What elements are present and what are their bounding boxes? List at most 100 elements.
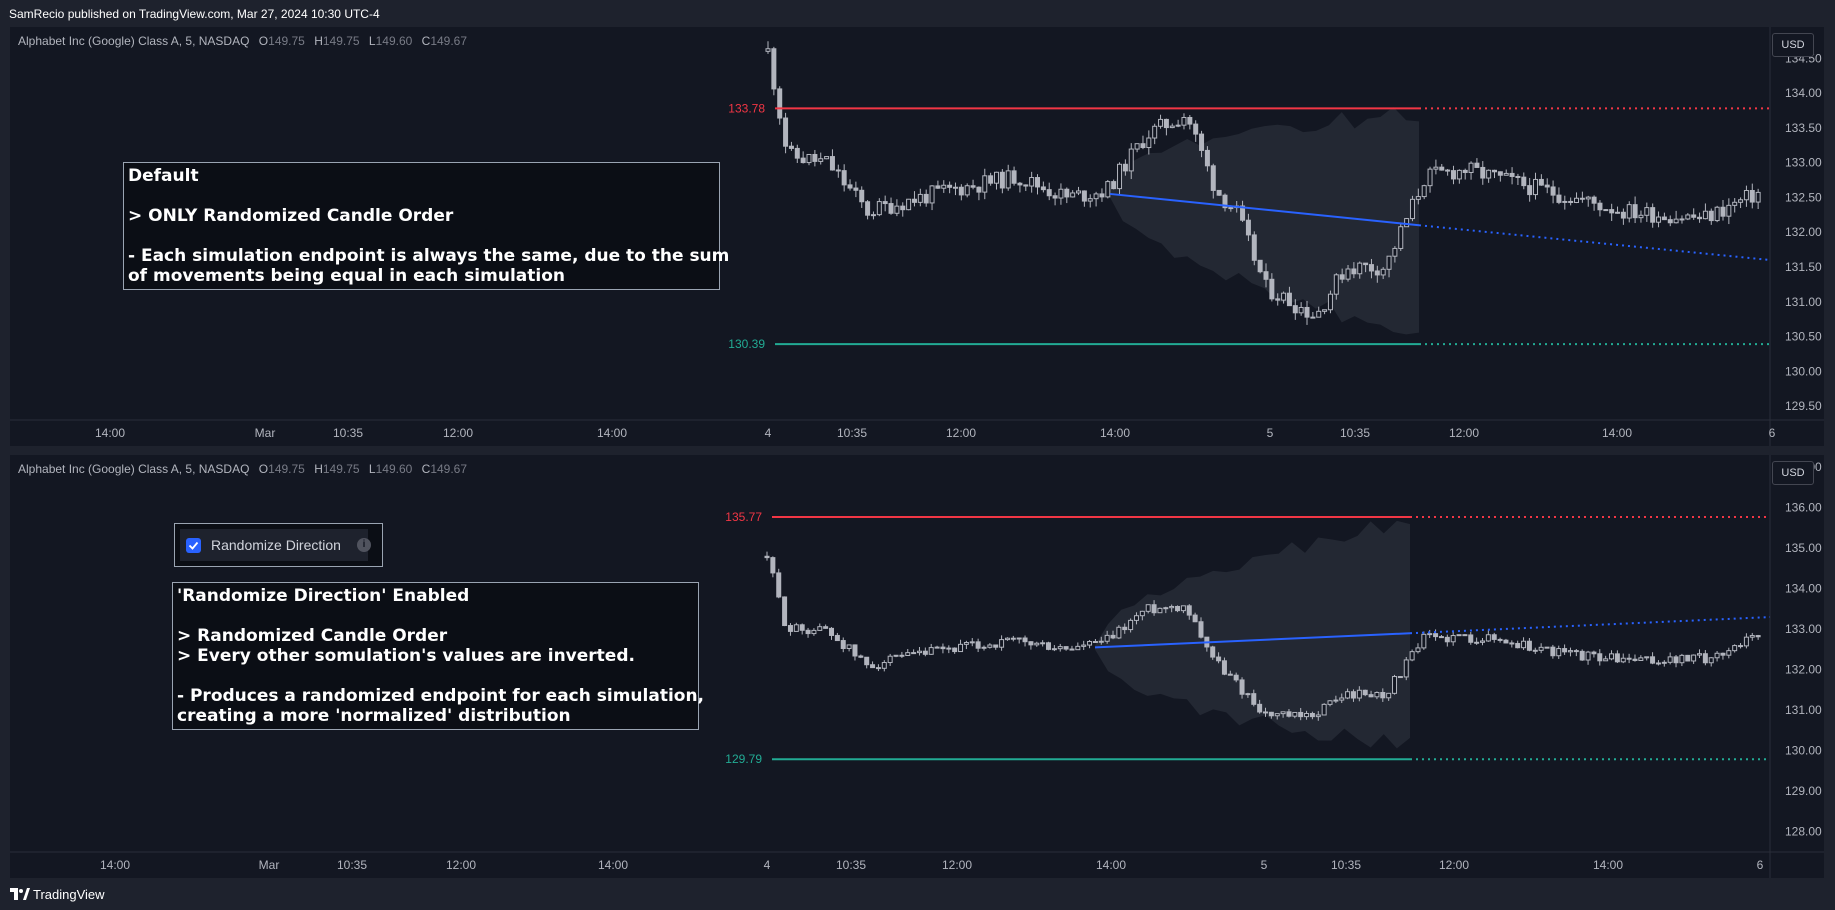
candle-body [1158, 118, 1164, 127]
candle-body [1380, 692, 1386, 699]
open-label: O [258, 462, 269, 476]
time-tick-label: 6 [1757, 858, 1764, 872]
candle-body [1556, 194, 1562, 203]
candle-body [1004, 637, 1010, 641]
candle-body [976, 186, 982, 193]
candle-body [1263, 711, 1268, 714]
candle-body [1544, 184, 1550, 188]
candle-body [1286, 292, 1292, 307]
high-label: H [314, 34, 323, 48]
time-tick-label: 12:00 [942, 858, 972, 872]
candle-body [1656, 216, 1662, 223]
candle-body [1497, 638, 1503, 641]
candle-body [1263, 271, 1269, 280]
candle-body [1462, 634, 1468, 637]
candle-body [1204, 149, 1210, 167]
time-tick-label: 10:35 [1340, 426, 1370, 440]
candle-body [1527, 185, 1533, 196]
candle-body [1673, 656, 1679, 664]
candle-body [1345, 268, 1351, 280]
candle-body [905, 652, 911, 656]
candle-body [1227, 673, 1233, 676]
candle-body [1251, 234, 1257, 261]
candle-body [1257, 703, 1263, 713]
mean-projection-line [1109, 192, 1420, 227]
candle-body [1310, 316, 1316, 319]
candle-body [1005, 170, 1011, 189]
candle-body [1515, 175, 1521, 178]
candle-body [1638, 214, 1644, 219]
candle-body [1415, 196, 1421, 200]
checkbox-label[interactable]: Randomize Direction [211, 537, 341, 553]
candle-body [1615, 211, 1621, 214]
candle-body [963, 642, 969, 645]
candle-body [1134, 143, 1140, 150]
time-tick-label: 12:00 [1449, 426, 1479, 440]
candle-body [941, 184, 947, 189]
candle-body [1755, 191, 1761, 203]
candle-body [1092, 641, 1098, 644]
candle-body [894, 205, 900, 214]
candle-body [1076, 190, 1082, 194]
candle-body [1117, 163, 1123, 190]
close-value: 149.67 [430, 462, 468, 476]
candle-body [1438, 636, 1444, 639]
currency-button[interactable]: USD [1772, 33, 1814, 57]
candle-body [1597, 653, 1603, 662]
candle-body [1221, 660, 1227, 675]
candle-body [1251, 693, 1257, 705]
candle-body [906, 198, 912, 211]
candle-body [1268, 711, 1274, 717]
chart-pane-randomized[interactable]: 137.00136.00135.00134.00133.00132.00131.… [10, 455, 1824, 878]
candle-body [1714, 652, 1720, 659]
candle-body [900, 205, 906, 211]
price-tick-label: 133.00 [1785, 622, 1822, 636]
candle-body [1614, 653, 1620, 663]
setting-row[interactable]: Randomize Direction i [180, 529, 371, 561]
candle-body [1193, 123, 1199, 135]
currency-button[interactable]: USD [1772, 461, 1814, 485]
annotation-line: > Every other somulation's values are in… [177, 646, 635, 666]
candle-body [1281, 292, 1287, 301]
close-label: C [421, 462, 431, 476]
candle-body [824, 156, 830, 160]
candle-body [1351, 268, 1357, 275]
candle-body [1655, 662, 1661, 665]
price-tick-label: 134.00 [1785, 86, 1822, 100]
candle-body [987, 644, 993, 648]
candle-body [1726, 650, 1732, 656]
candle-body [829, 627, 835, 636]
candle-body [1521, 640, 1527, 649]
candle-body [1356, 689, 1362, 699]
randomize-direction-checkbox[interactable] [186, 538, 201, 553]
candle-body [1562, 200, 1568, 203]
time-tick-label: 14:00 [1593, 858, 1623, 872]
candle-body [1609, 209, 1615, 214]
candle-body [964, 185, 970, 196]
annotation-box-default: Default > ONLY Randomized Candle Order -… [123, 162, 729, 290]
price-chart[interactable]: 137.00136.00135.00134.00133.00132.00131.… [10, 455, 1824, 878]
candle-body [1714, 206, 1720, 222]
candle-body [1620, 657, 1626, 663]
candle-body [1450, 170, 1456, 180]
chart-pane-default[interactable]: 134.50 134.00 133.50 133.00 132.50 132.00 131.… [10, 27, 1824, 446]
candle-body [1216, 189, 1222, 196]
price-chart[interactable]: 134.50134.00133.50133.00132.50132.00131.… [10, 27, 1824, 446]
candle-body [928, 647, 934, 655]
candle-body [765, 48, 771, 52]
candle-body [1181, 116, 1187, 126]
candle-body [1650, 656, 1656, 664]
candle-body [1732, 645, 1738, 652]
candle-body [969, 641, 975, 644]
candle-body [1017, 182, 1023, 186]
candle-body [1034, 642, 1040, 646]
candle-body [1022, 637, 1028, 643]
candle-body [1010, 637, 1016, 640]
annotation-line: of movements being equal in each simulat… [128, 266, 565, 286]
info-icon[interactable]: i [357, 538, 371, 552]
candle-body [1187, 116, 1193, 125]
candle-body [1497, 171, 1503, 176]
candle-body [1433, 166, 1439, 170]
candle-body [1404, 218, 1410, 228]
candle-body [834, 634, 840, 642]
